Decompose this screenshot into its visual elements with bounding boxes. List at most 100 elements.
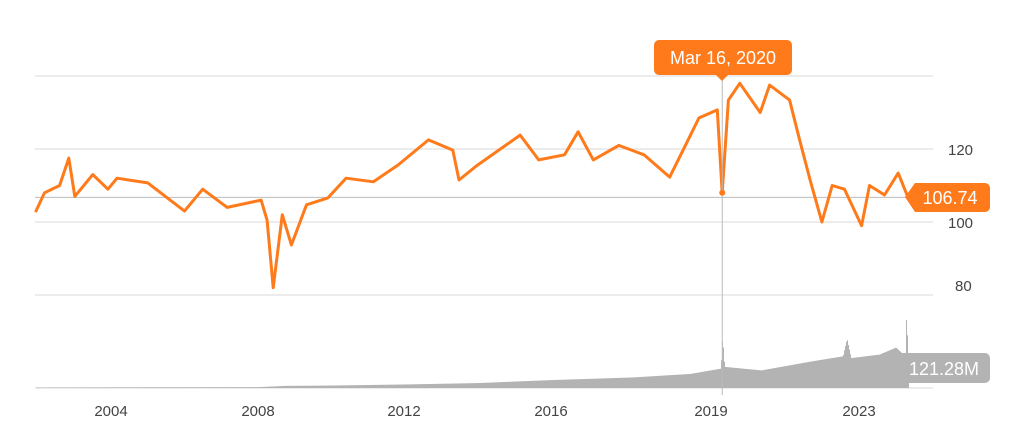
volume-bar <box>765 369 766 388</box>
volume-bar <box>831 358 832 388</box>
y-tick-label: 120 <box>948 142 973 159</box>
volume-bar <box>459 383 460 388</box>
volume-bar <box>43 387 44 388</box>
volume-bar <box>449 383 450 388</box>
volume-bar <box>469 383 470 388</box>
volume-bar <box>545 380 546 388</box>
volume-bar <box>201 387 202 388</box>
volume-bar <box>477 383 478 388</box>
volume-bar <box>179 387 180 388</box>
volume-bar <box>796 364 797 388</box>
volume-bar <box>660 375 661 388</box>
volume-bar <box>843 354 844 388</box>
volume-bar <box>506 381 507 388</box>
volume-bar <box>237 387 238 388</box>
volume-bar <box>637 377 638 388</box>
volume-bar <box>520 381 521 388</box>
volume-bar <box>521 381 522 388</box>
volume-bar <box>276 386 277 388</box>
volume-bar <box>279 386 280 388</box>
volume-bar <box>789 365 790 388</box>
volume-bar <box>719 368 720 388</box>
volume-bar <box>255 387 256 388</box>
volume-bar <box>711 370 712 388</box>
volume-bar <box>730 367 731 388</box>
volume-bar <box>704 371 705 388</box>
volume-bar <box>259 387 260 388</box>
volume-bar <box>595 378 596 388</box>
volume-bar <box>576 379 577 388</box>
volume-bar <box>455 383 456 388</box>
volume-bar <box>564 379 565 388</box>
volume-bar <box>356 385 357 388</box>
volume-bar <box>289 385 290 388</box>
volume-bar <box>797 363 798 388</box>
volume-bar <box>635 377 636 388</box>
volume-bar <box>349 385 350 388</box>
volume-bar <box>333 385 334 388</box>
volume-bar <box>372 384 373 388</box>
volume-bar <box>68 387 69 388</box>
volume-bar <box>861 356 862 388</box>
volume-bar <box>869 355 870 388</box>
volume-bar <box>428 384 429 388</box>
volume-bar <box>895 347 896 388</box>
volume-bar <box>800 363 801 388</box>
volume-bar <box>82 387 83 388</box>
volume-bar <box>494 382 495 388</box>
volume-bar <box>646 376 647 388</box>
volume-bar <box>197 387 198 388</box>
volume-bar <box>760 370 761 388</box>
volume-bar <box>819 360 820 388</box>
volume-bar <box>668 375 669 388</box>
volume-bar <box>538 380 539 388</box>
volume-bar <box>863 356 864 388</box>
volume-bar <box>650 376 651 388</box>
volume-bar <box>539 380 540 388</box>
volume-bar <box>114 387 115 388</box>
volume-bar <box>223 387 224 388</box>
volume-bar <box>758 370 759 388</box>
volume-bar <box>737 368 738 388</box>
volume-bar <box>320 385 321 388</box>
volume-bar <box>738 368 739 388</box>
volume-bar <box>364 385 365 388</box>
volume-bar <box>350 385 351 388</box>
volume-bar <box>462 383 463 388</box>
volume-bar <box>626 377 627 388</box>
volume-bar <box>815 360 816 388</box>
volume-bar <box>697 372 698 388</box>
volume-bar <box>358 385 359 388</box>
volume-bar <box>389 384 390 388</box>
volume-bar <box>588 378 589 388</box>
volume-bar <box>655 376 656 388</box>
volume-bar <box>298 385 299 388</box>
volume-bar <box>569 379 570 388</box>
volume-bar <box>282 386 283 388</box>
volume-bar <box>243 387 244 388</box>
volume-bar <box>536 380 537 388</box>
volume-bar <box>812 361 813 388</box>
volume-bar <box>74 387 75 388</box>
volume-bar <box>680 374 681 388</box>
volume-bar <box>234 387 235 388</box>
volume-bar <box>432 383 433 388</box>
volume-bar <box>821 359 822 388</box>
volume-bar <box>48 387 49 388</box>
volume-bar <box>777 367 778 388</box>
volume-bar <box>89 387 90 388</box>
volume-bar <box>140 387 141 388</box>
volume-bar <box>478 383 479 388</box>
volume-bar <box>579 379 580 388</box>
volume-bar <box>587 378 588 388</box>
volume-bar <box>700 372 701 388</box>
volume-bar <box>474 383 475 388</box>
x-tick-label: 2004 <box>94 403 127 420</box>
volume-bar <box>651 376 652 388</box>
volume-bar <box>39 387 40 388</box>
volume-bar <box>897 348 898 388</box>
volume-bar <box>208 387 209 388</box>
volume-bar <box>728 367 729 388</box>
volume-bar <box>725 366 726 388</box>
volume-bar <box>485 382 486 388</box>
